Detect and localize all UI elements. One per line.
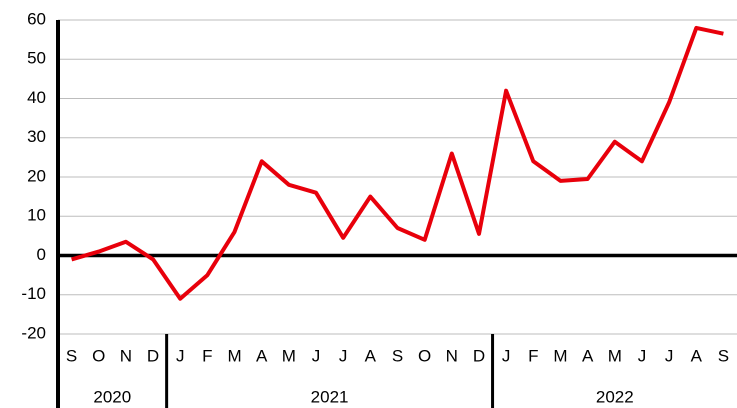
x-tick-label: J: [665, 346, 674, 365]
x-tick-label: O: [418, 346, 431, 365]
x-tick-label: A: [256, 346, 268, 365]
y-tick-label: 30: [27, 127, 46, 146]
y-tick-label: 40: [27, 88, 46, 107]
x-tick-label: J: [502, 346, 511, 365]
x-tick-label: J: [312, 346, 321, 365]
data-line: [71, 25, 724, 301]
x-tick-label: M: [553, 346, 567, 365]
y-tick-label: -20: [21, 323, 46, 342]
y-tick-label: 50: [27, 49, 46, 68]
x-tick-label: F: [202, 346, 212, 365]
y-tick-label: 10: [27, 206, 46, 225]
year-label: 2021: [311, 387, 349, 406]
y-tick-label: 0: [37, 245, 46, 264]
x-tick-label: S: [392, 346, 403, 365]
x-tick-label: S: [66, 346, 77, 365]
x-tick-label: J: [638, 346, 647, 365]
x-tick-label: J: [339, 346, 348, 365]
year-label: 2022: [596, 387, 634, 406]
x-tick-label: M: [608, 346, 622, 365]
x-tick-label: F: [528, 346, 538, 365]
x-tick-label: D: [147, 346, 159, 365]
x-tick-label: A: [365, 346, 377, 365]
y-tick-label: -10: [21, 284, 46, 303]
year-label: 2020: [93, 387, 131, 406]
x-tick-label: N: [446, 346, 458, 365]
x-tick-label: S: [718, 346, 729, 365]
y-tick-label: 20: [27, 166, 46, 185]
x-tick-label: D: [473, 346, 485, 365]
x-tick-label: A: [691, 346, 703, 365]
x-tick-label: A: [582, 346, 594, 365]
x-tick-label: M: [227, 346, 241, 365]
x-tick-label: J: [176, 346, 185, 365]
x-tick-label: N: [120, 346, 132, 365]
x-tick-label: M: [282, 346, 296, 365]
x-tick-label: O: [92, 346, 105, 365]
y-tick-label: 60: [27, 9, 46, 28]
